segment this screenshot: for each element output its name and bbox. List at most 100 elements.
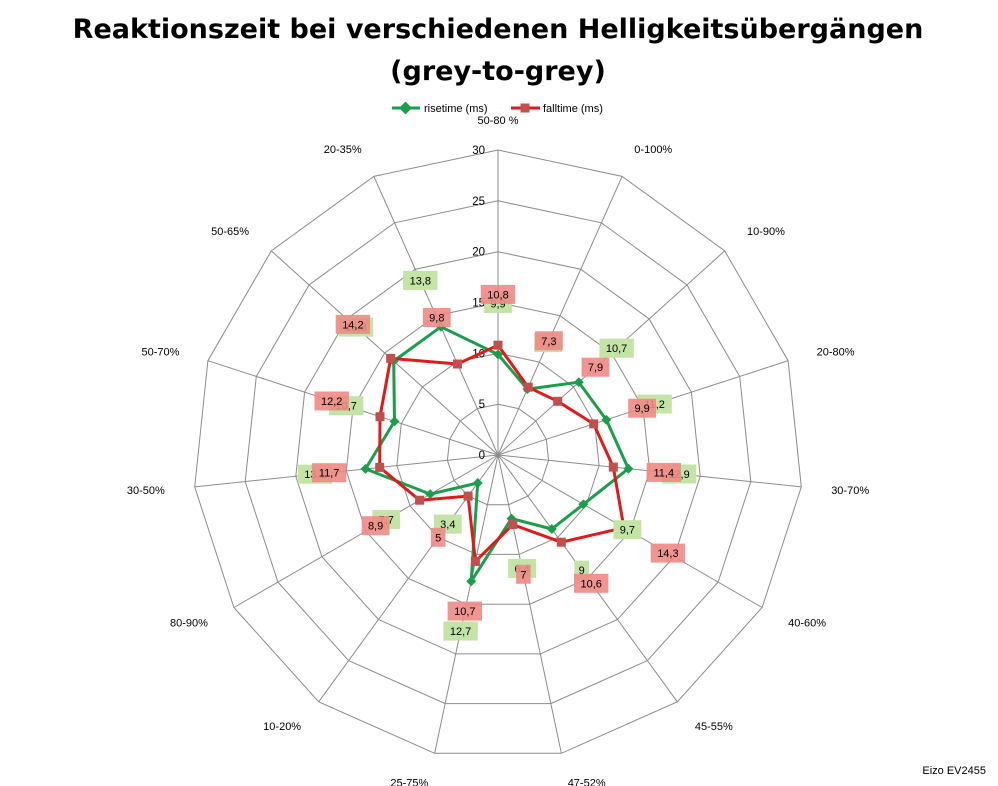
data-label-box <box>581 357 610 377</box>
data-label-text: 12,2 <box>321 396 342 408</box>
data-label-box <box>311 463 347 483</box>
data-label-text: 7 <box>520 569 526 581</box>
data-point-risetime <box>546 524 557 534</box>
data-label-box <box>335 314 371 334</box>
axis-spoke <box>497 454 562 754</box>
data-label-box <box>650 543 686 563</box>
data-point-falltime <box>470 556 480 566</box>
category-label: 10-90% <box>747 226 785 238</box>
data-point-falltime <box>556 537 566 547</box>
data-label-falltime: 7,9 <box>581 357 610 377</box>
tick-label: 20 <box>472 247 485 259</box>
grid-ring-15 <box>345 301 651 605</box>
data-point-risetime <box>623 463 634 474</box>
legend-item-falltime: falltime (ms) <box>511 103 603 115</box>
tick-label: 30 <box>472 145 485 157</box>
data-label-falltime: 7,3 <box>535 331 563 351</box>
data-label-box <box>646 462 681 482</box>
data-label-risetime: 12,7 <box>443 621 478 641</box>
watermark: Eizo EV2455 <box>922 765 986 777</box>
grid-ring-25 <box>244 200 752 705</box>
data-point-falltime <box>523 382 533 392</box>
axis-spoke <box>194 454 499 488</box>
data-point-falltime <box>553 396 563 406</box>
data-label-risetime: 13,8 <box>403 270 438 290</box>
data-point-risetime <box>425 489 436 500</box>
legend-label-risetime: risetime (ms) <box>424 103 488 115</box>
data-label-box <box>599 338 634 358</box>
category-label: 50-80 % <box>478 115 519 127</box>
data-label-box <box>361 516 390 536</box>
axis-spoke <box>497 176 623 456</box>
data-label-text: 14,2 <box>342 319 363 331</box>
category-labels: 50-80 % 0-100% 10-90% 20-80% 30-70% 40-60% 45-… <box>127 115 869 786</box>
data-point-risetime <box>466 576 477 587</box>
data-label-text: 14,3 <box>657 548 678 560</box>
category-label: 10-20% <box>263 721 301 733</box>
data-labels: 9,97,110,711,212,99,796,412,73,47,713,11… <box>297 270 697 641</box>
data-label-falltime: 10,7 <box>447 601 482 621</box>
legend-marker-falltime <box>520 103 530 113</box>
data-label-text: 13,8 <box>410 275 431 287</box>
category-label: 50-65% <box>211 226 249 238</box>
data-point-risetime <box>360 463 371 474</box>
data-label-text: 9,8 <box>429 313 444 325</box>
category-label: 20-80% <box>817 347 855 359</box>
data-label-box <box>422 308 451 327</box>
data-label-risetime: 9,7 <box>613 520 642 540</box>
data-point-falltime <box>415 495 425 505</box>
grid-ring-5 <box>446 403 550 506</box>
data-point-risetime <box>601 414 612 425</box>
data-label-text: 7,9 <box>588 362 603 374</box>
data-label-box <box>430 527 446 547</box>
grid-ring-30 <box>194 149 802 754</box>
data-label-text: 9 <box>579 565 585 577</box>
chart-title-line2: (grey-to-grey) <box>390 56 606 87</box>
legend-marker-risetime <box>399 101 412 115</box>
tick-label: 5 <box>479 399 485 411</box>
data-label-text: 11,4 <box>654 467 675 479</box>
data-label-box <box>628 398 656 418</box>
data-label-falltime: 9,8 <box>422 308 451 327</box>
data-label-box <box>314 391 349 411</box>
category-label: 40-60% <box>788 618 826 630</box>
data-point-falltime <box>375 462 385 472</box>
data-label-falltime: 11,4 <box>646 462 681 482</box>
data-point-falltime <box>453 359 462 369</box>
data-label-falltime: 7 <box>516 564 531 584</box>
data-point-risetime <box>493 349 503 360</box>
data-label-falltime: 14,3 <box>650 543 686 563</box>
data-label-text: 5 <box>435 532 441 544</box>
data-label-text: 10,8 <box>487 289 508 301</box>
data-label-box <box>480 284 516 304</box>
category-label: 50-70% <box>141 347 179 359</box>
data-label-falltime: 9,9 <box>628 398 656 418</box>
data-label-falltime: 14,2 <box>335 314 371 334</box>
data-label-text: 10,7 <box>454 606 475 618</box>
series-line-1 <box>378 343 626 563</box>
data-point-risetime <box>472 478 483 488</box>
series-lines <box>364 325 630 583</box>
data-label-box <box>403 270 438 290</box>
category-label: 47-52% <box>568 778 606 786</box>
data-label-falltime: 5 <box>430 527 446 547</box>
data-point-falltime <box>493 340 503 350</box>
data-point-risetime <box>573 377 584 388</box>
data-label-text: 9,7 <box>620 525 635 537</box>
data-point-risetime <box>389 416 400 427</box>
category-label: 20-35% <box>324 144 362 156</box>
data-label-box <box>516 564 531 584</box>
data-label-box <box>447 601 482 621</box>
category-label: 25-75% <box>390 778 428 786</box>
data-label-box <box>535 331 563 351</box>
data-point-falltime <box>463 491 473 501</box>
data-point-falltime <box>608 462 618 472</box>
data-label-box <box>613 520 642 540</box>
category-label: 45-55% <box>695 721 733 733</box>
category-label: 30-70% <box>831 485 869 497</box>
data-point-risetime <box>578 499 589 510</box>
data-label-box <box>443 621 478 641</box>
legend-item-risetime: risetime (ms) <box>392 101 488 115</box>
tick-label: 0 <box>479 450 485 462</box>
data-label-text: 9,9 <box>634 403 649 415</box>
